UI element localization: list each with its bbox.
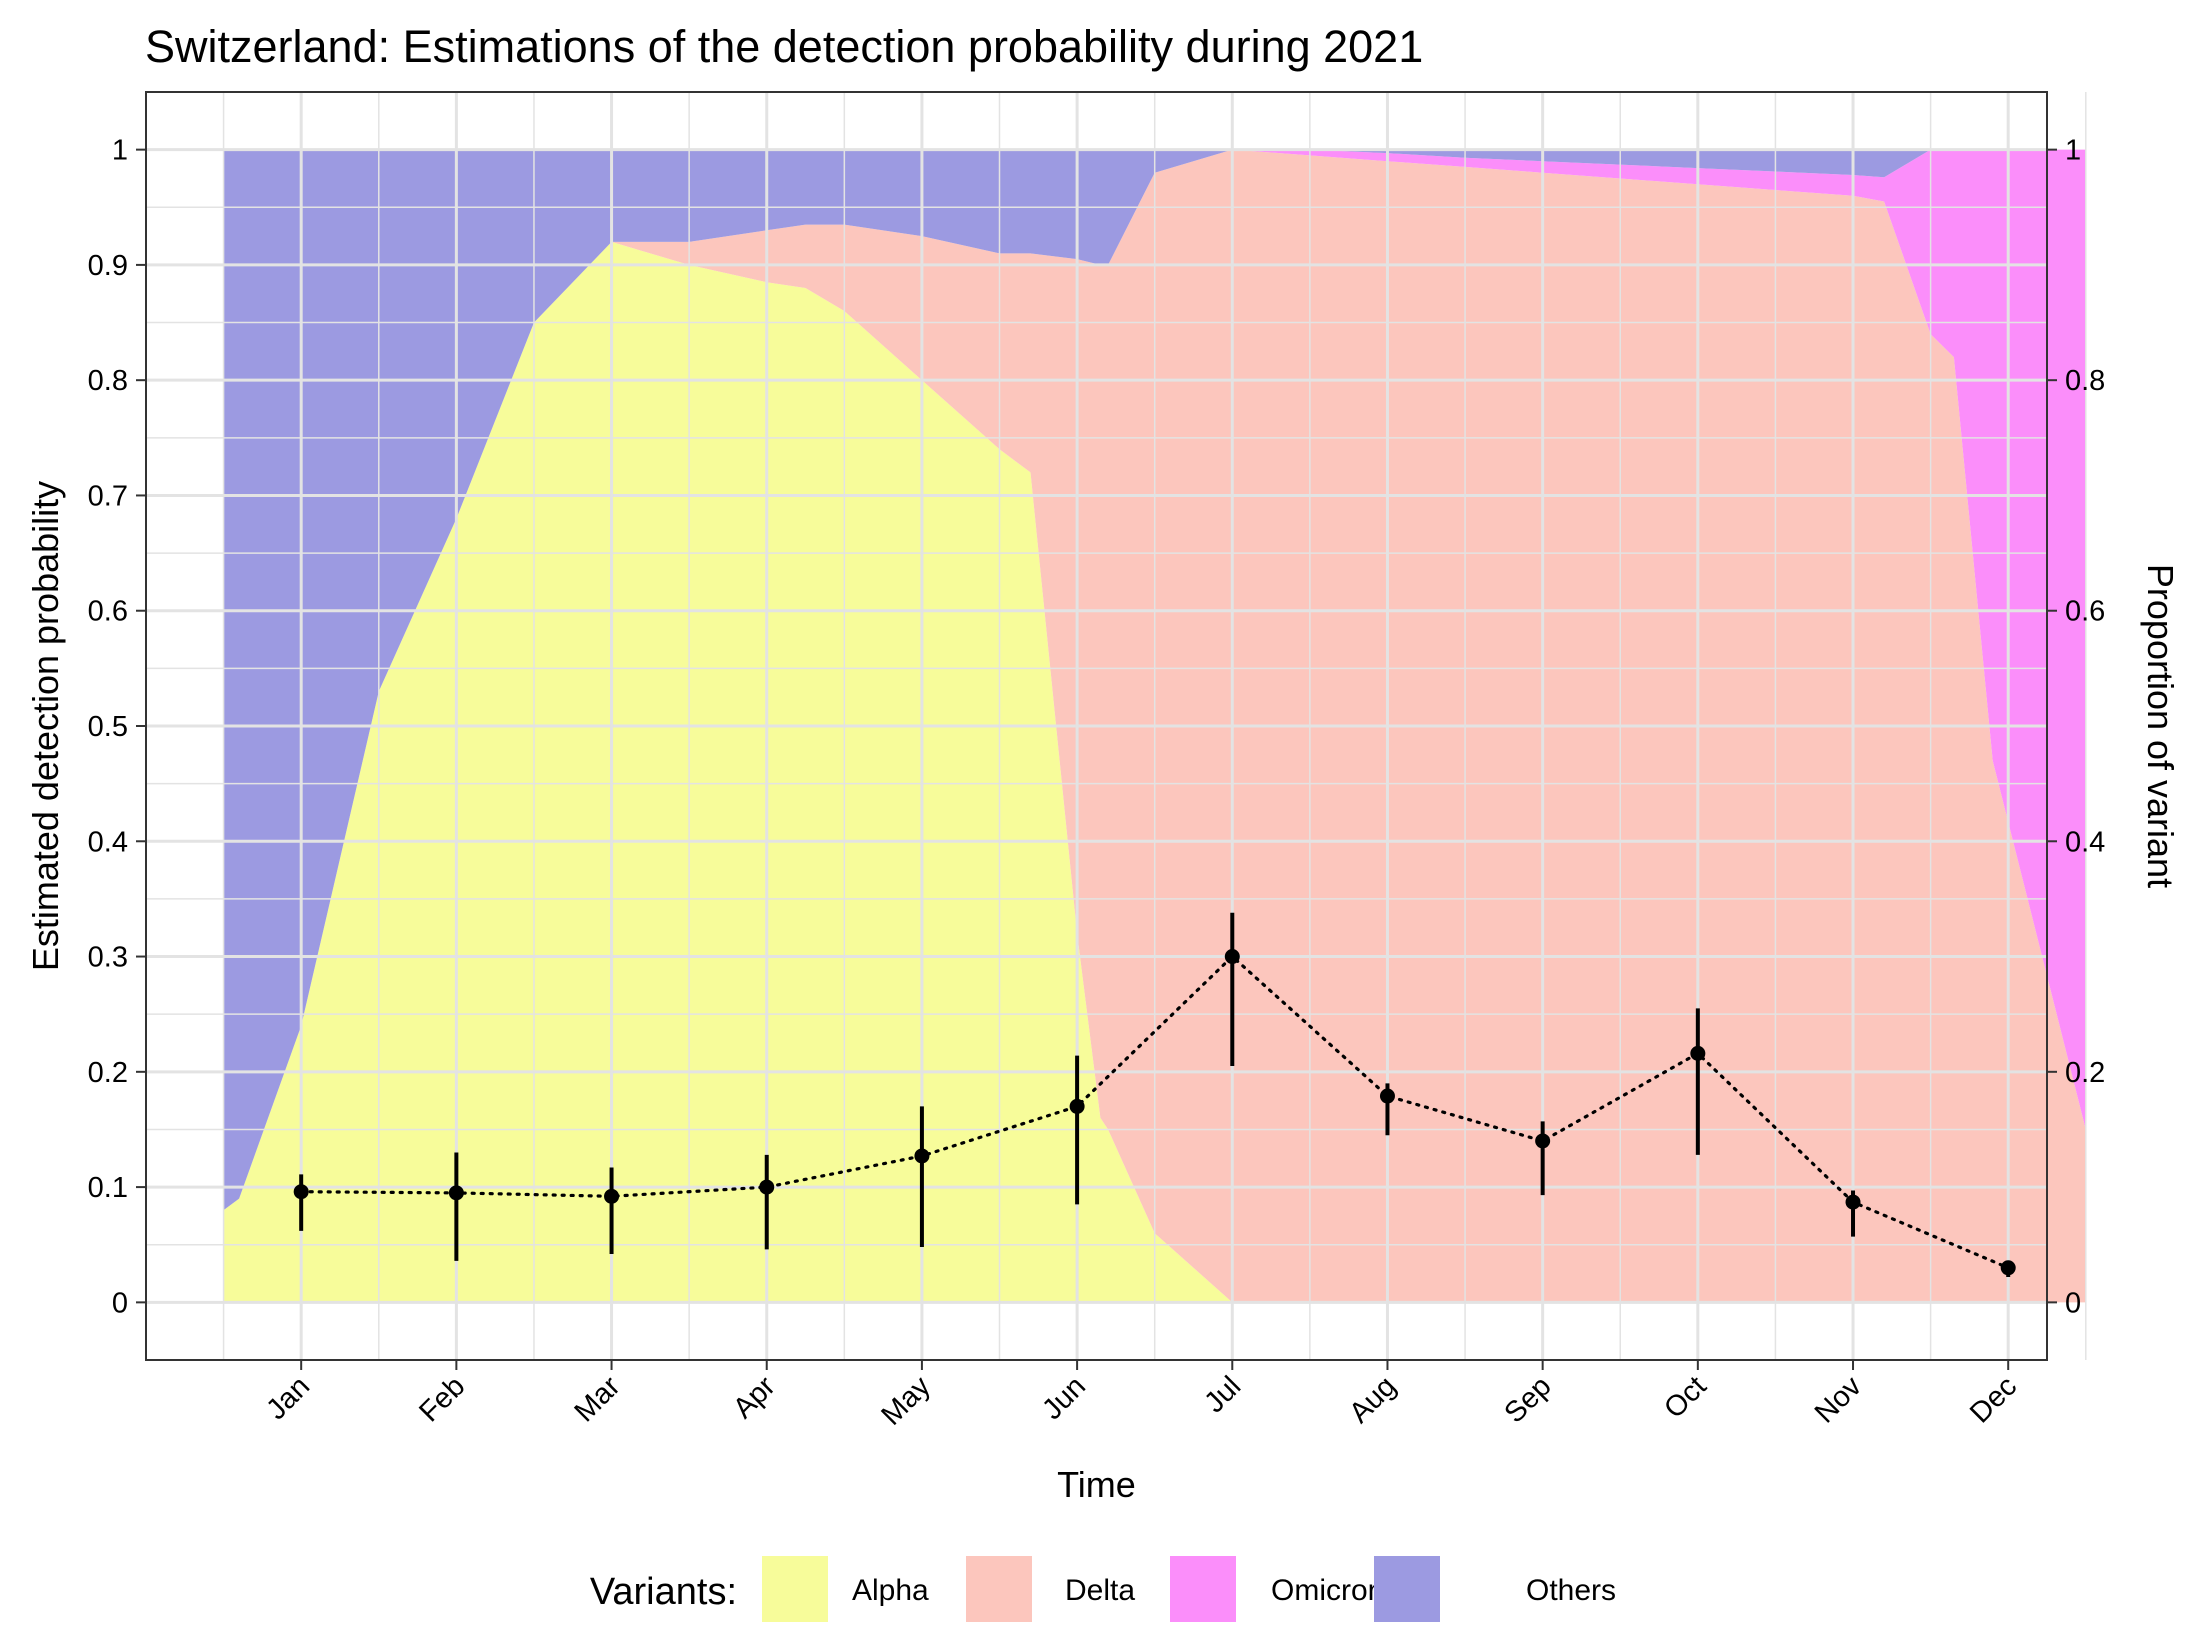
y-tick-label: 0.6 [88, 596, 128, 628]
legend-label-alpha: Alpha [852, 1574, 929, 1607]
y2-tick-label: 0.4 [2065, 826, 2105, 858]
data-point [2000, 1260, 2016, 1276]
series-line [299, 954, 2010, 1270]
legend-label-omicron: Omicron [1271, 1574, 1384, 1607]
y-tick-label: 0.9 [88, 250, 128, 282]
y-tick-label: 0 [112, 1287, 128, 1319]
data-point [1379, 1088, 1395, 1104]
legend-key-others [1374, 1556, 1440, 1622]
x-tick-label: Jun [1036, 1370, 1092, 1426]
y-tick-label: 0.2 [88, 1057, 128, 1089]
x-tick-label: Mar [569, 1370, 627, 1428]
x-tick-label: Feb [413, 1370, 471, 1428]
area-others [223, 149, 2086, 1211]
legend-key-omicron [1170, 1556, 1236, 1622]
legend-label-others: Others [1526, 1574, 1616, 1607]
x-tick-label: Nov [1809, 1370, 1868, 1429]
data-point [1224, 949, 1240, 965]
data-point [1690, 1045, 1706, 1061]
data-point [1845, 1194, 1861, 1210]
x-tick-label: Aug [1343, 1370, 1402, 1429]
x-tick-label: Sep [1498, 1370, 1557, 1429]
y-tick-label: 0.5 [88, 711, 128, 743]
grid-lines [146, 92, 2087, 1360]
y2-tick-label: 0.2 [2065, 1057, 2105, 1089]
y-tick-label: 0.1 [88, 1172, 128, 1204]
x-tick-label: Dec [1964, 1370, 2023, 1429]
data-point [914, 1148, 930, 1164]
legend-label-delta: Delta [1065, 1574, 1135, 1607]
y2-tick-label: 0.8 [2065, 365, 2105, 397]
x-axis-label: Time [1057, 1464, 1136, 1505]
x-tick-label: Oct [1658, 1370, 1713, 1425]
legend-title: Variants: [590, 1571, 737, 1613]
data-point [1069, 1098, 1085, 1114]
legend-key-alpha [762, 1556, 828, 1622]
y-tick-label: 0.4 [88, 826, 128, 858]
data-point [293, 1184, 309, 1200]
legend: Variants: Alpha Delta Omicron Others [590, 1556, 1616, 1622]
chart-title: Switzerland: Estimations of the detectio… [145, 21, 1423, 72]
y2-tick-label: 0.6 [2065, 596, 2105, 628]
data-point [604, 1188, 620, 1204]
data-point [1535, 1133, 1551, 1149]
y2-axis-label: Proportion of variant [2140, 564, 2181, 888]
y-axis-label: Estimated detection probability [25, 481, 66, 971]
x-tick-label: Apr [727, 1370, 782, 1425]
x-tick-label: Jul [1198, 1370, 1247, 1419]
x-tick-label: Jan [260, 1370, 316, 1426]
y2-tick-label: 1 [2065, 135, 2081, 167]
data-point [759, 1179, 775, 1195]
y-tick-label: 0.8 [88, 365, 128, 397]
y2-tick-label: 0 [2065, 1287, 2081, 1319]
legend-key-delta [966, 1556, 1032, 1622]
data-point [448, 1185, 464, 1201]
y-tick-label: 0.3 [88, 942, 128, 974]
y-tick-label: 0.7 [88, 480, 128, 512]
x-tick-label: May [875, 1370, 937, 1432]
detection-series [293, 912, 2016, 1278]
y-tick-label: 1 [112, 135, 128, 167]
